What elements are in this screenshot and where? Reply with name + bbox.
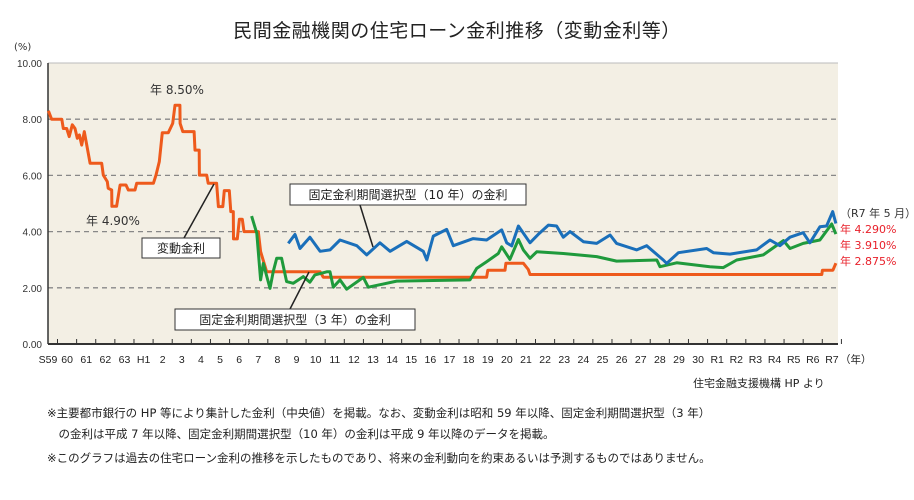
x-tick-label: 4 — [198, 354, 204, 366]
x-tick-label: 24 — [578, 354, 590, 366]
x-tick-label: 25 — [597, 354, 609, 366]
x-tick-label: 29 — [673, 354, 685, 366]
x-tick-label: 11 — [329, 354, 340, 366]
latest-fixed10-value: 年 4.290% — [840, 223, 897, 236]
variable-callout-label: 変動金利 — [157, 241, 205, 256]
x-tick-label: 20 — [501, 354, 513, 366]
x-tick-label: R5 — [787, 354, 801, 366]
x-tick-label: 3 — [179, 354, 185, 366]
x-tick-label: R7 — [825, 354, 839, 366]
x-tick-label: 19 — [482, 354, 494, 366]
x-tick-label: 27 — [635, 354, 647, 366]
latest-variable-value: 年 2.875% — [840, 255, 897, 268]
x-tick-label: S59 — [39, 354, 58, 366]
footnote-1: ※主要都市銀行の HP 等により集計した金利（中央値）を掲載。なお、変動金利は昭… — [47, 406, 711, 420]
fixed10-callout-box — [289, 183, 527, 206]
latest-date-label: （R7 年 5 月） — [840, 207, 914, 220]
series-line-0 — [46, 103, 838, 279]
x-tick-label: 30 — [692, 354, 704, 366]
y-tick-label: 4.00 — [23, 228, 43, 239]
fixed3-callout-box — [174, 308, 416, 331]
page-title: 民間金融機関の住宅ローン金利推移（変動金利等） — [233, 20, 681, 42]
x-tick-label: 17 — [444, 354, 456, 366]
variable-callout-leader — [183, 183, 215, 239]
peak-annotation: 年 8.50% — [150, 83, 204, 97]
series-line-2 — [287, 210, 838, 265]
x-tick-label: 14 — [386, 354, 398, 366]
x-tick-label: 22 — [539, 354, 551, 366]
y-tick-label: 2.00 — [23, 284, 43, 295]
x-tick-label: R4 — [768, 354, 782, 366]
x-tick-label: R1 — [710, 354, 724, 366]
x-tick-label: R3 — [749, 354, 763, 366]
fixed3-callout-leader — [289, 271, 310, 310]
footnote-3: ※このグラフは過去の住宅ローン金利の推移を示したものであり、将来の金利動向を約束… — [47, 451, 711, 465]
y-axis-unit: (%) — [14, 42, 31, 53]
x-tick-label: H1 — [137, 354, 151, 366]
x-tick-label: 26 — [616, 354, 628, 366]
y-tick-label: 10.00 — [17, 59, 42, 70]
x-tick-label: 7 — [255, 354, 261, 366]
x-axis-unit: （年） — [840, 353, 872, 366]
low-annotation: 年 4.90% — [86, 214, 140, 228]
footnote-2: の金利は平成 7 年以降、固定金利期間選択型（10 年）の金利は平成 9 年以降… — [47, 427, 555, 441]
x-tick-label: 63 — [119, 354, 131, 366]
x-tick-label: 8 — [275, 354, 281, 366]
y-tick-label: 8.00 — [23, 115, 43, 126]
series-line-1 — [250, 215, 838, 291]
fixed10-callout-leader — [359, 204, 374, 248]
x-tick-label: 2 — [160, 354, 166, 366]
x-tick-label: 16 — [425, 354, 437, 366]
x-tick-label: 61 — [80, 354, 92, 366]
source-note: 住宅金融支援機構 HP より — [693, 377, 825, 390]
fixed3-callout-label: 固定金利期間選択型（3 年）の金利 — [199, 312, 390, 327]
x-tick-label: 9 — [294, 354, 300, 366]
x-tick-label: 28 — [654, 354, 666, 366]
x-tick-label: 21 — [520, 354, 532, 366]
latest-fixed3-value: 年 3.910% — [840, 239, 897, 252]
x-tick-label: R6 — [806, 354, 820, 366]
x-tick-label: R2 — [730, 354, 744, 366]
x-tick-label: 6 — [236, 354, 242, 366]
x-tick-label: 15 — [405, 354, 417, 366]
x-tick-label: 12 — [348, 354, 360, 366]
x-tick-label: 60 — [61, 354, 73, 366]
fixed10-callout-label: 固定金利期間選択型（10 年）の金利 — [308, 187, 507, 202]
x-tick-label: 5 — [217, 354, 223, 366]
y-tick-label: 6.00 — [23, 171, 43, 182]
variable-callout-box — [141, 237, 221, 259]
x-tick-label: 62 — [100, 354, 112, 366]
x-tick-label: 23 — [558, 354, 570, 366]
x-tick-label: 18 — [463, 354, 475, 366]
y-tick-label: 0.00 — [23, 340, 43, 351]
x-tick-label: 10 — [310, 354, 322, 366]
x-tick-label: 13 — [367, 354, 379, 366]
